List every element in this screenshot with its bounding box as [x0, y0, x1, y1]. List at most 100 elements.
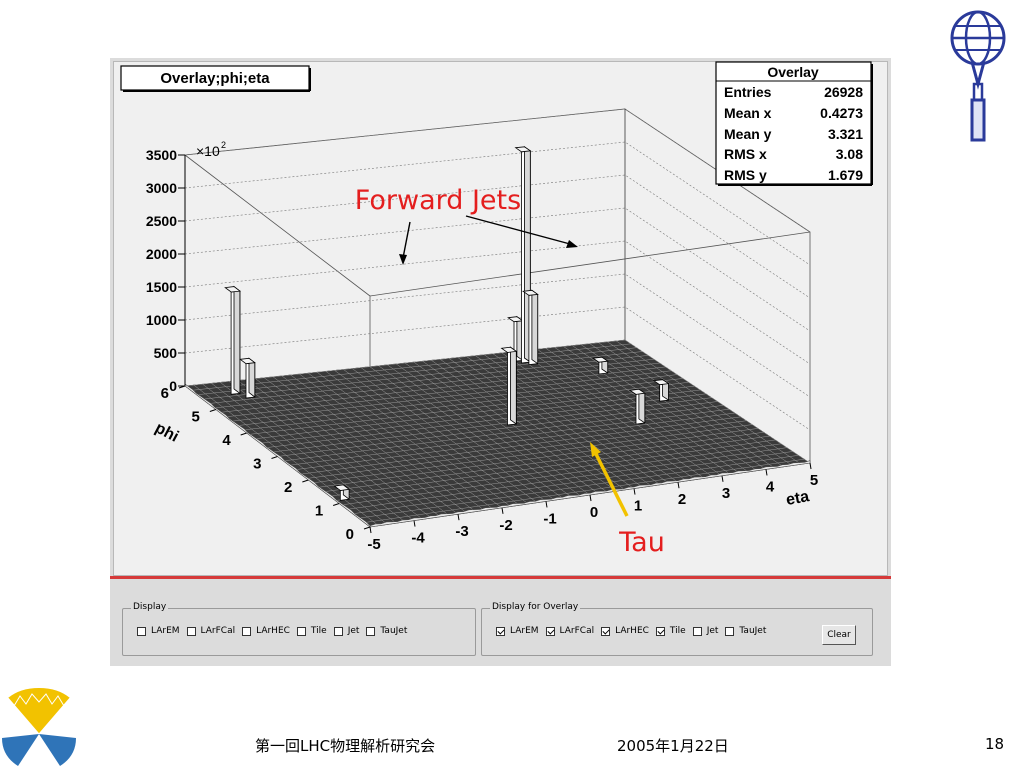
checkbox-box[interactable] [366, 626, 376, 636]
checkbox-box[interactable] [186, 626, 196, 636]
x-axis-tick [809, 462, 812, 470]
y-axis-tick-label: 0 [346, 526, 354, 543]
tower-bar [629, 388, 646, 425]
display-checkboxes: LArEM LArFCal LArHEC Tile Jet TauJet [137, 626, 414, 636]
floor-mesh-line [237, 374, 678, 426]
checkbox-box[interactable] [545, 626, 555, 636]
y-axis-tick [363, 526, 371, 530]
z-multiplier: ×10 [196, 143, 220, 159]
floor-mesh-line [219, 362, 660, 413]
floor-mesh-line [260, 389, 701, 444]
floor-mesh-line [196, 347, 637, 396]
plot-title: Overlay;phi;eta [160, 70, 270, 87]
y-axis-tick-label: 5 [191, 409, 199, 426]
floor-mesh-line [346, 447, 787, 510]
x-axis-tick-label: -2 [499, 517, 512, 534]
floor-front-skirt [369, 460, 811, 528]
x-axis-tick-label: 2 [678, 491, 686, 508]
overlay-checkbox-larem[interactable]: LArEM [496, 626, 539, 636]
footer-date: 2005年1月22日 [617, 737, 729, 755]
checkbox-box[interactable] [242, 626, 252, 636]
checkbox-box[interactable] [725, 626, 735, 636]
x-axis-tick-label: -3 [455, 523, 468, 540]
stats-label: Mean y [724, 126, 772, 142]
floor-mesh-line [213, 358, 654, 409]
z-axis-tick-label: 1500 [146, 279, 177, 295]
tower-side-face [509, 346, 517, 425]
x-axis-tick [545, 501, 548, 508]
clear-button[interactable]: Clear [822, 625, 856, 645]
z-gridline [184, 240, 811, 365]
tower-bar [224, 285, 241, 395]
checkbox-box[interactable] [137, 626, 146, 636]
x-axis-tick-label: 4 [766, 478, 775, 495]
x-axis-title: eta [785, 488, 811, 509]
checkbox-label: LArHEC [615, 626, 649, 636]
forward-jets-arrow-left [399, 221, 411, 265]
floor-mesh-line [184, 339, 626, 387]
display-checkbox-larhec[interactable]: LArHEC [242, 626, 290, 636]
checkbox-label: LArEM [151, 626, 180, 636]
lego-plot: 0 500 1000 1500 2000 2500 3000 3500 -5 -4 -3 -2 -1 0 1… [120, 61, 873, 558]
checkbox-box[interactable] [692, 626, 702, 636]
overlay-group-label: Display for Overlay [490, 601, 581, 613]
checkbox-box[interactable] [296, 626, 306, 636]
overlay-checkboxes: LArEM LArFCal LArHEC Tile Jet TauJet [496, 626, 773, 636]
y-axis-tick [240, 432, 247, 436]
overlay-checkbox-taujet[interactable]: TauJet [725, 626, 766, 636]
display-checkbox-jet[interactable]: Jet [333, 626, 359, 636]
display-group-label: Display [131, 601, 169, 613]
tower-bar [500, 346, 518, 426]
floor-mesh-line [283, 405, 724, 462]
checkbox-label: TauJet [380, 626, 408, 636]
floor-mesh-line [190, 343, 631, 391]
atlas-logo-icon [950, 10, 1006, 142]
tower-bar [514, 146, 532, 364]
display-checkbox-larfcal[interactable]: LArFCal [186, 626, 235, 636]
checkbox-label: LArHEC [256, 626, 290, 636]
overlay-checkbox-larhec[interactable]: LArHEC [601, 626, 649, 636]
x-axis-tick [765, 469, 768, 476]
z-axis-tick-label: 3000 [146, 180, 177, 196]
x-axis-tick [721, 475, 724, 482]
checkbox-label: TauJet [739, 626, 767, 636]
checkbox-box[interactable] [496, 626, 505, 636]
display-checkbox-taujet[interactable]: TauJet [366, 626, 407, 636]
overlay-checkbox-larfcal[interactable]: LArFCal [545, 626, 595, 636]
floor-mesh-line [242, 378, 683, 431]
checkbox-label: Jet [706, 626, 719, 636]
display-checkbox-tile[interactable]: Tile [296, 626, 327, 636]
stats-value: 1.679 [828, 167, 863, 183]
x-axis-tick [369, 526, 372, 534]
floor-mesh-line [364, 458, 805, 523]
overlay-checkbox-jet[interactable]: Jet [692, 626, 719, 636]
tower-top-face [521, 289, 539, 296]
overlay-checkbox-tile[interactable]: Tile [655, 626, 686, 636]
floor-mesh-line [300, 416, 741, 475]
checkbox-box[interactable] [655, 626, 665, 636]
tau-label: Tau [618, 527, 665, 558]
red-separator [110, 576, 891, 579]
z-axis-tick-label: 3500 [146, 147, 177, 163]
tower-bar [333, 484, 351, 501]
plot-axes: 0 500 1000 1500 2000 2500 3000 3500 -5 -4 -3 -2 -1 0 1… [146, 147, 818, 553]
floor-mesh-line [289, 408, 730, 466]
forward-jets-label: Forward Jets [355, 185, 521, 216]
x-axis-tick-label: 5 [810, 472, 818, 489]
y-axis-tick-label: 4 [222, 432, 231, 449]
y-axis-title: phi [152, 420, 181, 446]
y-axis-tick-label: 6 [161, 385, 169, 402]
x-axis-tick [633, 488, 636, 495]
display-checkbox-larem[interactable]: LArEM [137, 626, 180, 636]
checkbox-box[interactable] [601, 626, 611, 636]
checkbox-box[interactable] [333, 626, 343, 636]
box-top-edge [369, 231, 811, 297]
checkbox-label: LArFCal [559, 626, 595, 636]
floor-mesh-line [335, 439, 776, 501]
floor-mesh-line [341, 443, 782, 506]
ginkgo-logo-icon [2, 688, 76, 766]
y-axis-tick-label: 3 [253, 456, 261, 473]
z-axis-tick-label: 1000 [146, 312, 177, 328]
page-number: 18 [985, 735, 1005, 753]
